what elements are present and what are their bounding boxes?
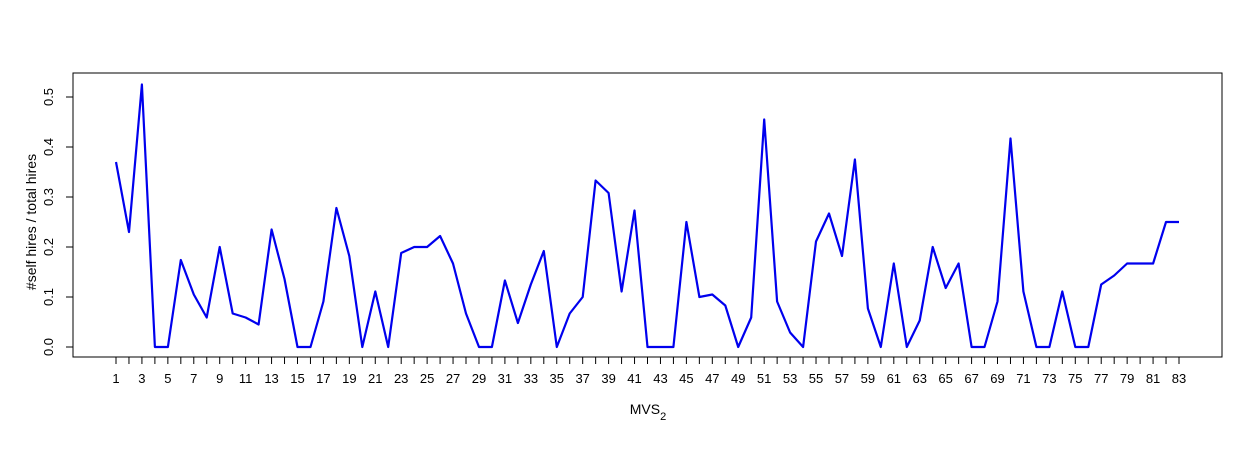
x-tick-label: 11 <box>239 371 253 386</box>
x-tick-label: 7 <box>190 371 197 386</box>
x-tick-label: 3 <box>138 371 145 386</box>
y-tick-label: 0.2 <box>41 238 56 256</box>
y-axis-title: #self hires / total hires <box>23 154 39 290</box>
x-tick-label: 33 <box>524 371 538 386</box>
x-axis-title-main: MVS <box>630 401 660 417</box>
x-tick-label: 49 <box>731 371 745 386</box>
x-tick-label: 73 <box>1042 371 1056 386</box>
x-tick-label: 23 <box>394 371 408 386</box>
y-tick-label: 0.3 <box>41 188 56 206</box>
x-tick-label: 53 <box>783 371 797 386</box>
x-tick-label: 9 <box>216 371 223 386</box>
x-tick-label: 37 <box>575 371 589 386</box>
x-tick-label: 55 <box>809 371 823 386</box>
y-tick-label: 0.1 <box>41 288 56 306</box>
x-tick-label: 43 <box>653 371 667 386</box>
x-tick-label: 63 <box>912 371 926 386</box>
x-tick-label: 29 <box>472 371 486 386</box>
x-axis-title-subscript: 2 <box>660 411 666 423</box>
x-tick-label: 47 <box>705 371 719 386</box>
x-tick-label: 71 <box>1016 371 1030 386</box>
x-axis: 1 3 5 7 9 11 13 15 17 19 21 23 25 27 29 31 33 35 37 39 41 43 4… <box>112 356 1186 386</box>
y-tick-label: 0.5 <box>41 88 56 106</box>
x-tick-label: 45 <box>679 371 693 386</box>
x-tick-label: 19 <box>342 371 356 386</box>
x-tick-label: 17 <box>316 371 330 386</box>
x-tick-label: 27 <box>446 371 460 386</box>
x-axis-title: MVS2 <box>630 401 666 423</box>
x-tick-label: 83 <box>1172 371 1186 386</box>
x-tick-label: 5 <box>164 371 171 386</box>
y-tick-label: 0.4 <box>41 138 56 156</box>
x-tick-label: 65 <box>938 371 952 386</box>
x-tick-label: 15 <box>290 371 304 386</box>
x-tick-label: 13 <box>264 371 278 386</box>
x-tick-label: 1 <box>112 371 119 386</box>
x-tick-label: 25 <box>420 371 434 386</box>
x-tick-label: 59 <box>861 371 875 386</box>
x-tick-label: 75 <box>1068 371 1082 386</box>
series-layer <box>114 83 1179 349</box>
x-tick-label: 35 <box>550 371 564 386</box>
x-tick-label: 31 <box>498 371 512 386</box>
x-tick-label: 57 <box>835 371 849 386</box>
x-tick-label: 79 <box>1120 371 1134 386</box>
x-tick-label: 51 <box>757 371 771 386</box>
x-tick-label: 21 <box>368 371 382 386</box>
y-axis: 0.0 0.1 0.2 0.3 0.4 0.5 <box>41 88 74 356</box>
x-tick-label: 69 <box>990 371 1004 386</box>
series-line <box>114 83 1179 349</box>
plot-frame <box>72 72 1223 358</box>
x-tick-label: 67 <box>964 371 978 386</box>
x-tick-label: 81 <box>1146 371 1160 386</box>
x-tick-label: 39 <box>601 371 615 386</box>
x-tick-label: 77 <box>1094 371 1108 386</box>
x-tick-label: 41 <box>627 371 641 386</box>
y-tick-label: 0.0 <box>41 338 56 356</box>
x-tick-label: 61 <box>887 371 901 386</box>
